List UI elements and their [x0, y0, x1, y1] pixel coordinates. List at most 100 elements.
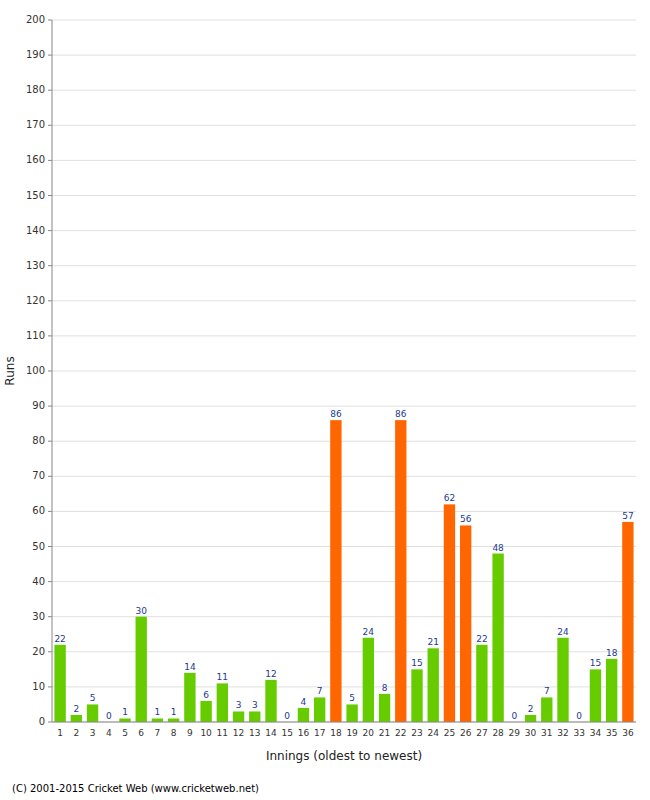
y-tick-label: 130 [26, 260, 45, 271]
bar [460, 525, 471, 722]
x-tick-label: 24 [427, 728, 439, 738]
data-label: 24 [363, 627, 375, 637]
x-tick-label: 13 [249, 728, 260, 738]
data-label: 62 [444, 493, 455, 503]
chart-container: 0102030405060708090100110120130140150160… [0, 0, 650, 800]
x-tick-label: 8 [171, 728, 177, 738]
grid-line [52, 406, 636, 407]
x-tick-label: 19 [346, 728, 358, 738]
data-label: 15 [590, 658, 601, 668]
bar [541, 697, 552, 722]
bar [217, 683, 228, 722]
data-label: 4 [301, 697, 307, 707]
y-tick-label: 170 [26, 119, 45, 130]
data-label: 1 [122, 707, 128, 717]
grid-line [52, 581, 636, 582]
y-tick-label: 40 [32, 576, 45, 587]
grid-line [52, 300, 636, 301]
x-tick-label: 25 [444, 728, 455, 738]
data-label: 48 [492, 543, 504, 553]
x-tick-label: 34 [590, 728, 602, 738]
data-label: 3 [236, 700, 242, 710]
data-label: 14 [184, 662, 196, 672]
bars [54, 420, 633, 722]
x-tick-label: 21 [379, 728, 390, 738]
x-tick-label: 32 [557, 728, 568, 738]
x-tick-label: 7 [155, 728, 161, 738]
data-labels: 2225013011146113312047865248861521625622… [54, 409, 633, 721]
x-tick-label: 27 [476, 728, 487, 738]
data-label: 57 [622, 511, 633, 521]
y-tick [48, 90, 52, 91]
data-label: 1 [171, 707, 177, 717]
x-tick-label: 33 [573, 728, 584, 738]
grid-line [52, 125, 636, 126]
y-axis: 0102030405060708090100110120130140150160… [26, 14, 52, 727]
x-tick-label: 36 [622, 728, 634, 738]
data-label: 0 [511, 711, 517, 721]
bar [314, 697, 325, 722]
y-tick [48, 265, 52, 266]
grid-line [52, 160, 636, 161]
grid-line [52, 230, 636, 231]
y-tick-label: 100 [26, 365, 45, 376]
data-label: 22 [476, 634, 487, 644]
grid-line [52, 90, 636, 91]
grid-line [52, 265, 636, 266]
x-tick-label: 9 [187, 728, 193, 738]
bar [346, 704, 357, 722]
grid-line [52, 371, 636, 372]
data-label: 3 [252, 700, 258, 710]
bar [184, 673, 195, 722]
y-tick [48, 20, 52, 21]
x-tick-label: 4 [106, 728, 112, 738]
bar [330, 420, 341, 722]
x-tick-label: 10 [200, 728, 212, 738]
x-tick-label: 1 [57, 728, 63, 738]
bar [379, 694, 390, 722]
x-tick-label: 17 [314, 728, 325, 738]
data-label: 2 [73, 704, 79, 714]
x-tick-label: 23 [411, 728, 422, 738]
x-tick-label: 3 [90, 728, 96, 738]
x-tick-label: 2 [73, 728, 79, 738]
data-label: 56 [460, 514, 472, 524]
data-label: 24 [557, 627, 569, 637]
data-label: 2 [528, 704, 534, 714]
y-tick-label: 120 [26, 295, 45, 306]
x-tick-label: 31 [541, 728, 552, 738]
grid-line [52, 511, 636, 512]
y-tick [48, 722, 52, 723]
y-tick-label: 150 [26, 190, 45, 201]
y-tick-label: 90 [32, 400, 45, 411]
x-axis: 1234567891011121314151617181920212223242… [57, 728, 634, 738]
y-tick [48, 300, 52, 301]
bar [249, 711, 260, 722]
y-tick [48, 686, 52, 687]
bar [622, 522, 633, 722]
y-tick [48, 335, 52, 336]
y-tick [48, 581, 52, 582]
grid-line [52, 195, 636, 196]
y-tick-label: 70 [32, 470, 45, 481]
x-tick-label: 35 [606, 728, 617, 738]
data-label: 0 [576, 711, 582, 721]
bar [606, 659, 617, 722]
y-tick [48, 511, 52, 512]
bar [590, 669, 601, 722]
bar [233, 711, 244, 722]
data-label: 18 [606, 648, 618, 658]
data-label: 5 [90, 693, 96, 703]
x-tick-label: 20 [363, 728, 375, 738]
x-tick-label: 12 [233, 728, 244, 738]
x-tick-label: 28 [492, 728, 504, 738]
x-tick-label: 5 [122, 728, 128, 738]
x-tick-label: 16 [298, 728, 310, 738]
y-tick-label: 30 [32, 611, 45, 622]
data-label: 5 [349, 693, 355, 703]
y-tick [48, 546, 52, 547]
grid-line [52, 441, 636, 442]
bar [444, 504, 455, 722]
y-axis-line [52, 20, 53, 722]
bar [87, 704, 98, 722]
